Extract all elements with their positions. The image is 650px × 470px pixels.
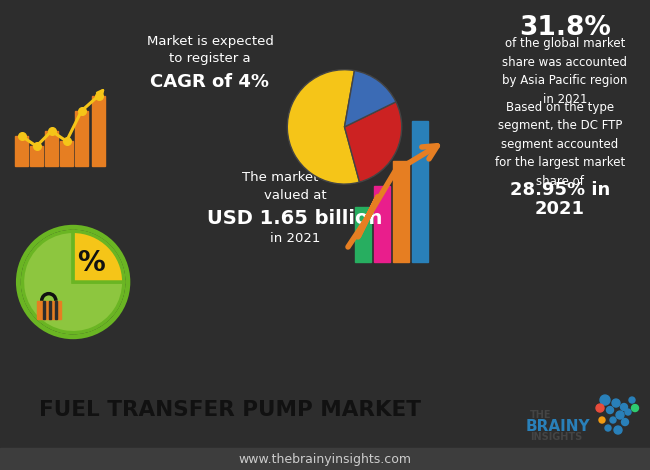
Bar bbox=[412, 121, 428, 262]
Text: Market is expected: Market is expected bbox=[146, 35, 274, 48]
Bar bbox=[49, 301, 51, 319]
Circle shape bbox=[614, 426, 622, 434]
Wedge shape bbox=[73, 231, 124, 282]
Bar bbox=[43, 301, 45, 319]
Circle shape bbox=[600, 395, 610, 405]
Bar bbox=[30, 146, 43, 166]
Bar bbox=[75, 111, 88, 166]
Circle shape bbox=[616, 411, 624, 419]
Circle shape bbox=[599, 417, 605, 423]
Text: valued at: valued at bbox=[264, 188, 326, 202]
Text: 2021: 2021 bbox=[535, 200, 585, 218]
Circle shape bbox=[625, 409, 631, 415]
Circle shape bbox=[632, 405, 638, 412]
Bar bbox=[374, 187, 390, 262]
Circle shape bbox=[606, 407, 614, 414]
Text: to register a: to register a bbox=[169, 53, 251, 65]
Text: 31.8%: 31.8% bbox=[519, 15, 611, 41]
Circle shape bbox=[621, 404, 627, 410]
Wedge shape bbox=[23, 231, 124, 333]
Text: %: % bbox=[77, 249, 105, 277]
Text: THE: THE bbox=[530, 410, 551, 420]
FancyBboxPatch shape bbox=[36, 301, 61, 319]
Bar bbox=[60, 141, 73, 166]
Text: of the global market
share was accounted
by Asia Pacific region
in 2021: of the global market share was accounted… bbox=[502, 37, 628, 106]
Text: www.thebrainyinsights.com: www.thebrainyinsights.com bbox=[239, 453, 411, 465]
Circle shape bbox=[596, 404, 604, 412]
Text: Based on the type
segment, the DC FTP
segment accounted
for the largest market
s: Based on the type segment, the DC FTP se… bbox=[495, 101, 625, 188]
Wedge shape bbox=[287, 70, 359, 184]
Text: 28.95% in: 28.95% in bbox=[510, 181, 610, 199]
Text: FUEL TRANSFER PUMP MARKET: FUEL TRANSFER PUMP MARKET bbox=[39, 400, 421, 420]
Circle shape bbox=[612, 399, 620, 407]
Wedge shape bbox=[344, 102, 402, 182]
Text: CAGR of 4%: CAGR of 4% bbox=[151, 72, 270, 91]
Text: INSIGHTS: INSIGHTS bbox=[530, 432, 582, 442]
Text: BRAINY: BRAINY bbox=[526, 418, 591, 433]
Text: The market was: The market was bbox=[242, 172, 348, 184]
Circle shape bbox=[629, 397, 635, 403]
Bar bbox=[0, 448, 650, 470]
Bar bbox=[355, 207, 371, 262]
Bar bbox=[15, 136, 28, 166]
Text: in 2021: in 2021 bbox=[270, 232, 320, 245]
Circle shape bbox=[621, 418, 629, 425]
Wedge shape bbox=[344, 70, 396, 127]
Bar bbox=[393, 161, 409, 262]
Circle shape bbox=[610, 417, 616, 423]
Bar bbox=[92, 96, 105, 166]
Bar bbox=[45, 131, 58, 166]
Bar bbox=[55, 301, 57, 319]
Circle shape bbox=[605, 425, 611, 431]
Text: USD 1.65 billion: USD 1.65 billion bbox=[207, 209, 383, 227]
